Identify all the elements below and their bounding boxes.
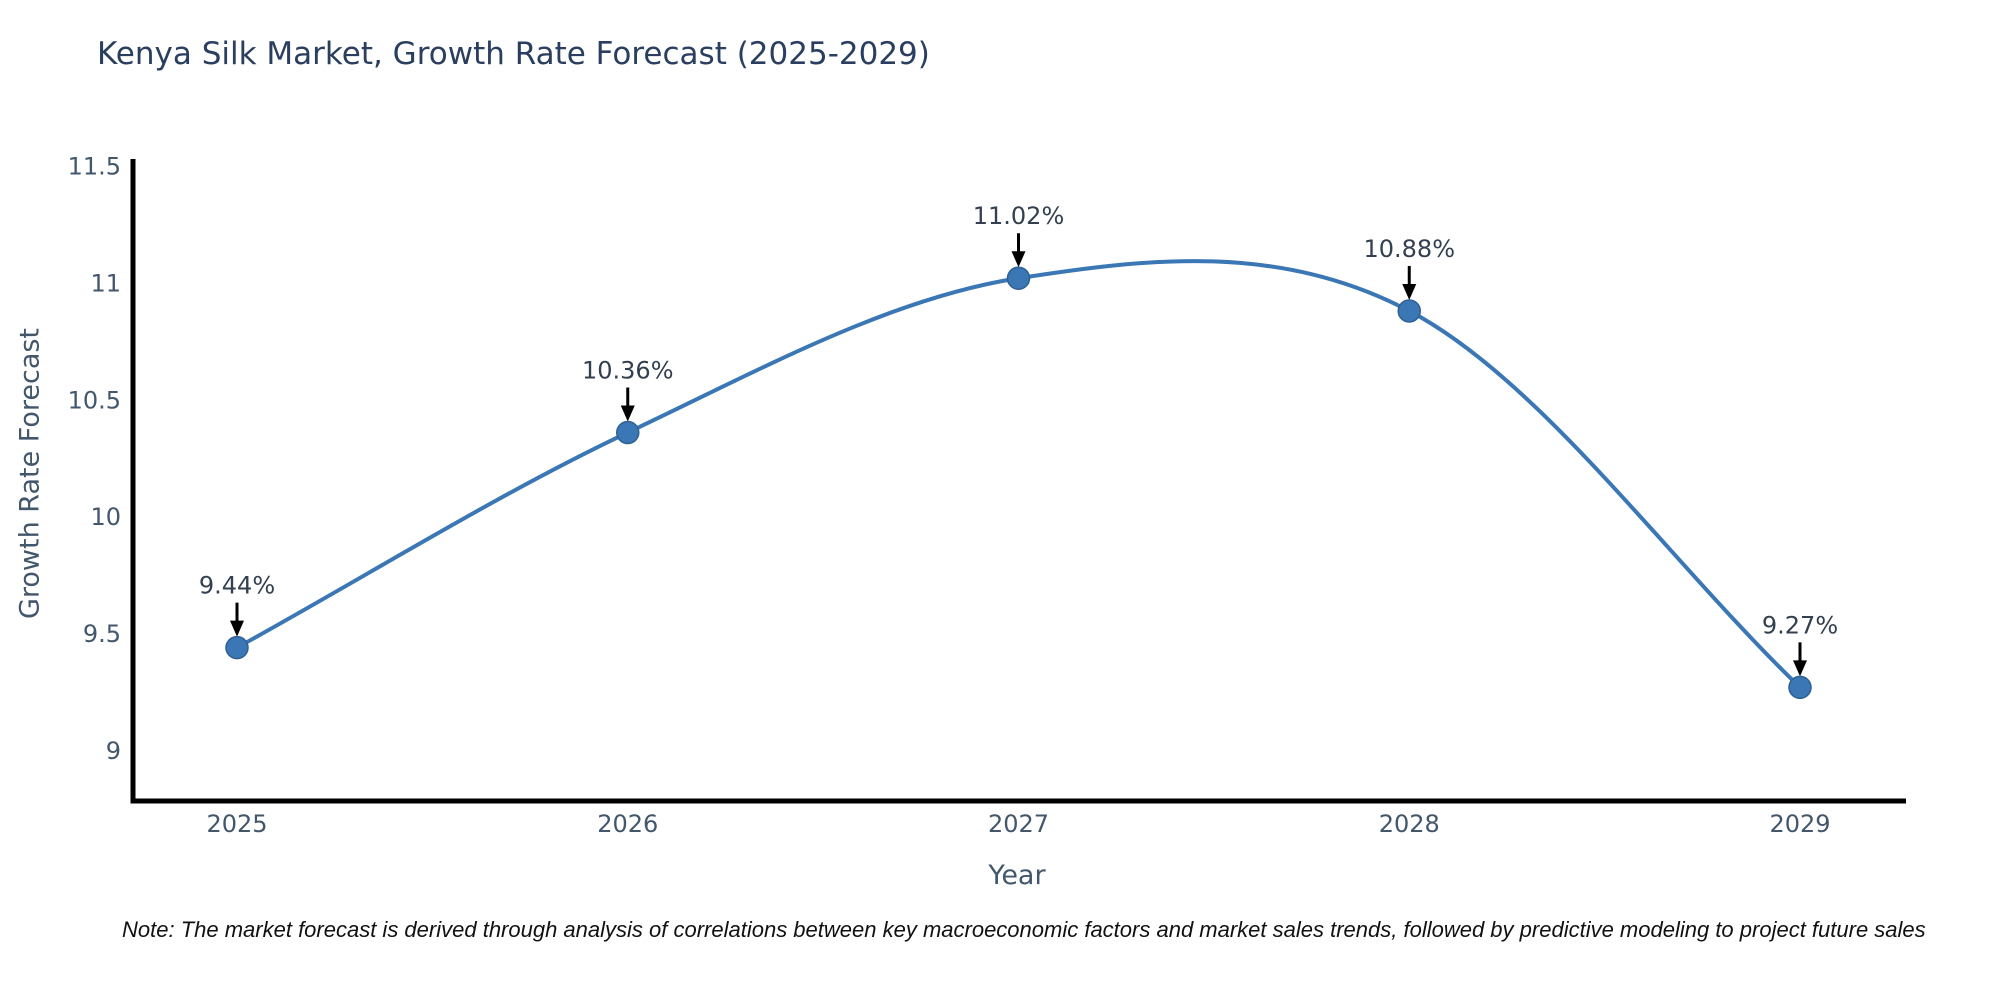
x-tick-label: 2028 xyxy=(1379,810,1440,838)
data-point-marker xyxy=(1006,266,1031,290)
data-point-label: 10.36% xyxy=(582,357,674,385)
y-tick-label: 11 xyxy=(90,269,121,297)
y-tick-label: 10 xyxy=(90,503,121,531)
data-point-marker xyxy=(225,635,249,660)
data-point-label: 9.44% xyxy=(199,572,275,600)
x-tick-label: 2025 xyxy=(206,810,267,838)
footnote: Note: The market forecast is derived thr… xyxy=(122,917,1926,942)
data-point-marker xyxy=(1788,675,1812,700)
chart-title: Kenya Silk Market, Growth Rate Forecast … xyxy=(97,36,930,72)
y-tick-label: 10.5 xyxy=(68,386,121,414)
y-tick-label: 9.5 xyxy=(83,620,121,648)
data-point-marker xyxy=(1397,299,1421,323)
annotation-arrow-head xyxy=(620,405,635,422)
data-point-label: 11.02% xyxy=(973,202,1065,230)
annotation-arrow-head xyxy=(230,620,244,637)
y-tick-label: 9 xyxy=(106,737,121,765)
y-tick-label: 11.5 xyxy=(68,153,121,181)
annotation-arrow-head xyxy=(1011,251,1026,268)
x-tick-label: 2026 xyxy=(597,810,658,838)
x-tick-label: 2027 xyxy=(988,810,1049,838)
annotation-arrow-head xyxy=(1793,660,1807,677)
annotation-arrow-head xyxy=(1402,283,1417,300)
data-point-label: 9.27% xyxy=(1762,611,1838,639)
x-tick-label: 2029 xyxy=(1769,810,1830,838)
forecast-line xyxy=(235,259,1802,690)
data-point-label: 10.88% xyxy=(1363,235,1455,263)
x-axis-title: Year xyxy=(988,860,1046,891)
data-point-marker xyxy=(616,420,640,445)
